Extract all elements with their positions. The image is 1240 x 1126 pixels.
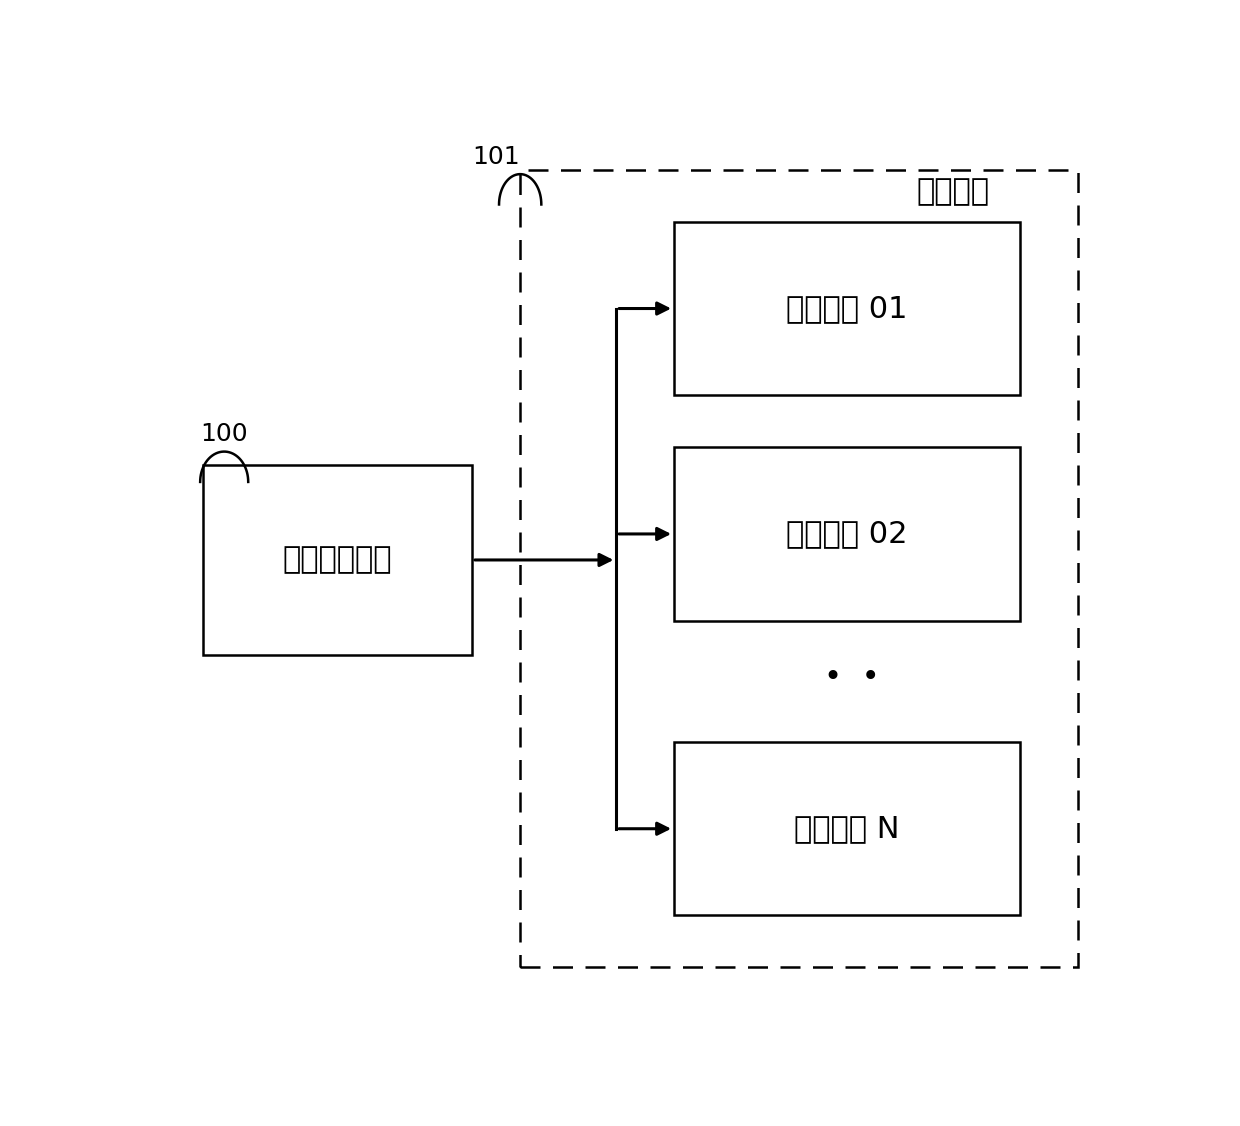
Bar: [675, 447, 1021, 620]
Text: 101: 101: [472, 145, 520, 169]
Bar: [675, 222, 1021, 395]
Text: 操作模块 01: 操作模块 01: [786, 294, 908, 323]
Bar: [203, 465, 472, 655]
Text: •  •: • •: [823, 662, 879, 691]
Text: 操作装置: 操作装置: [916, 177, 990, 206]
Text: 操作模块 N: 操作模块 N: [794, 814, 900, 843]
Text: 100: 100: [200, 422, 248, 446]
Text: 电池供电模块: 电池供电模块: [283, 545, 392, 574]
Text: 操作模块 02: 操作模块 02: [786, 519, 908, 548]
Bar: [521, 170, 1078, 967]
Bar: [675, 742, 1021, 915]
